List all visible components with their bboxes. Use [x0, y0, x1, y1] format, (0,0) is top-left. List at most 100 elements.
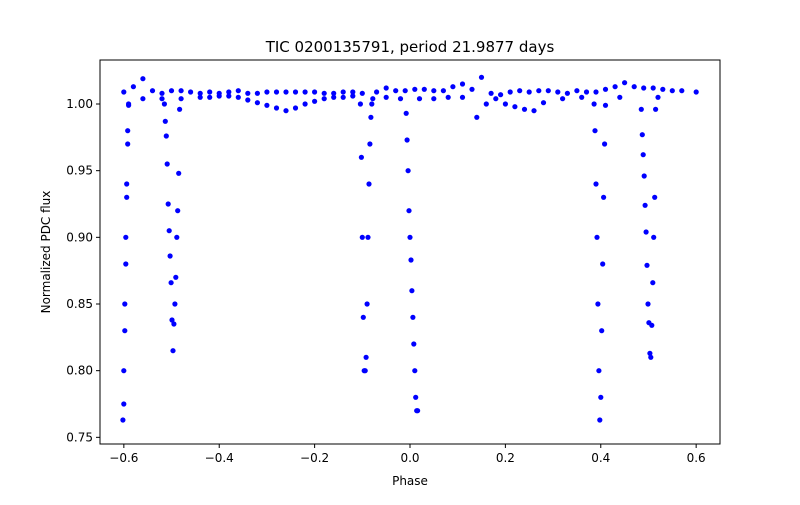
data-point — [474, 114, 480, 120]
y-axis-label: Normalized PDC flux — [39, 191, 53, 314]
data-point — [531, 108, 537, 114]
data-point — [652, 194, 658, 200]
data-point — [493, 96, 499, 102]
data-point — [402, 88, 408, 94]
data-point — [168, 88, 175, 94]
data-point — [622, 80, 628, 86]
data-point — [440, 88, 446, 94]
data-point — [693, 89, 699, 95]
data-point — [507, 89, 513, 95]
data-point — [408, 257, 414, 263]
data-point — [512, 104, 518, 110]
data-point — [178, 96, 184, 102]
data-point — [602, 86, 609, 92]
data-point — [598, 394, 604, 400]
data-point — [188, 89, 194, 95]
data-point — [593, 89, 599, 95]
data-point — [600, 261, 606, 267]
data-point — [593, 181, 599, 187]
data-point — [404, 137, 410, 143]
x-tick-label: 0.4 — [591, 451, 610, 465]
data-point — [502, 101, 508, 107]
data-point — [126, 102, 132, 108]
data-points — [120, 74, 699, 423]
data-point — [331, 94, 337, 100]
data-point — [235, 94, 241, 100]
data-point — [517, 88, 523, 94]
data-point — [121, 89, 127, 95]
data-point — [397, 96, 404, 102]
data-point — [383, 94, 389, 100]
data-point — [594, 234, 600, 240]
data-point — [254, 90, 260, 96]
data-point — [545, 88, 551, 94]
data-point — [359, 234, 365, 240]
data-point — [121, 368, 127, 374]
data-point — [601, 194, 607, 200]
data-point — [643, 229, 649, 235]
data-point — [178, 88, 184, 94]
data-point — [648, 354, 654, 360]
data-point — [216, 93, 222, 99]
series-4 — [161, 101, 659, 414]
data-point — [645, 301, 651, 307]
data-point — [161, 101, 167, 107]
data-point — [125, 141, 131, 147]
data-point — [641, 85, 647, 91]
data-point — [409, 288, 415, 294]
data-point — [560, 96, 566, 102]
data-point — [574, 88, 580, 94]
data-point — [163, 133, 169, 139]
data-point — [283, 89, 289, 95]
data-point — [169, 317, 175, 323]
data-point — [596, 368, 602, 374]
series-3 — [357, 96, 376, 374]
data-point — [166, 228, 172, 234]
data-point — [235, 88, 241, 94]
data-point — [362, 368, 368, 374]
data-point — [357, 101, 363, 107]
data-point — [350, 89, 356, 95]
data-point — [273, 89, 280, 95]
data-point — [363, 354, 369, 360]
data-point — [536, 88, 542, 94]
data-point — [273, 105, 280, 111]
data-point — [393, 88, 399, 94]
data-point — [370, 96, 376, 102]
data-point — [644, 262, 650, 268]
data-point — [413, 394, 419, 400]
data-point — [421, 86, 427, 92]
data-point — [498, 92, 504, 98]
data-point — [140, 76, 146, 82]
data-point — [167, 253, 173, 259]
data-point — [172, 301, 178, 307]
data-point — [374, 89, 380, 95]
data-point — [226, 93, 232, 99]
data-point — [679, 88, 685, 94]
data-point — [165, 201, 171, 207]
data-point — [597, 417, 603, 423]
data-point — [226, 89, 232, 95]
data-point — [149, 88, 156, 94]
data-point — [321, 90, 327, 96]
data-point — [431, 88, 437, 94]
series-0 — [121, 74, 699, 98]
data-point — [595, 301, 601, 307]
data-point — [368, 114, 374, 120]
data-point — [292, 105, 299, 111]
data-point — [159, 90, 165, 96]
data-point — [124, 194, 130, 200]
data-point — [130, 84, 136, 90]
data-point — [125, 128, 131, 134]
data-point — [124, 181, 130, 187]
data-point — [459, 81, 466, 87]
data-point — [488, 90, 494, 96]
x-axis: −0.6 −0.4 −0.2 0.0 0.2 0.4 0.6 — [109, 444, 706, 465]
data-point — [164, 161, 170, 167]
data-point — [469, 86, 475, 92]
data-point — [602, 102, 609, 108]
data-point — [416, 96, 423, 102]
data-point — [642, 202, 648, 208]
y-tick-label: 1.00 — [66, 97, 93, 111]
data-point — [358, 154, 364, 160]
